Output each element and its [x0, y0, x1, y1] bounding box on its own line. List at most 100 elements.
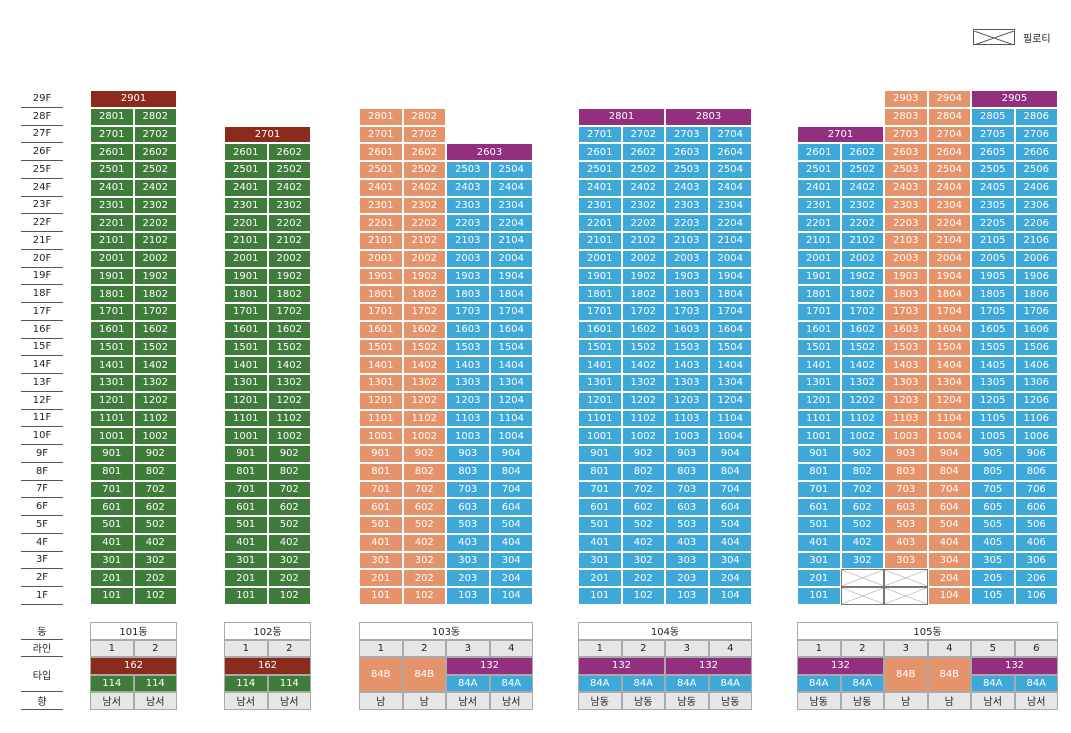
unit-cell[interactable]: 1805 [971, 285, 1015, 303]
unit-cell[interactable]: 2601 [797, 143, 841, 161]
unit-cell[interactable]: 1001 [578, 427, 622, 445]
unit-cell-merged[interactable]: 2803 [665, 107, 752, 126]
unit-cell[interactable]: 1603 [446, 320, 490, 339]
unit-cell[interactable]: 402 [133, 533, 177, 552]
unit-cell[interactable]: 504 [927, 516, 971, 534]
unit-cell[interactable]: 803 [665, 462, 709, 481]
unit-cell[interactable]: 1402 [267, 356, 311, 374]
unit-cell[interactable]: 1902 [840, 267, 884, 286]
unit-cell[interactable]: 2502 [621, 161, 665, 179]
unit-cell[interactable]: 1903 [665, 267, 709, 286]
unit-cell[interactable]: 403 [446, 533, 490, 552]
unit-cell[interactable]: 1403 [446, 356, 490, 374]
unit-cell[interactable]: 1901 [90, 267, 134, 286]
unit-cell[interactable]: 201 [578, 569, 622, 587]
unit-cell[interactable]: 701 [578, 480, 622, 499]
unit-cell[interactable]: 501 [797, 516, 841, 534]
unit-cell[interactable]: 1301 [90, 374, 134, 392]
unit-cell[interactable]: 2404 [708, 178, 752, 197]
unit-cell[interactable]: 2402 [267, 178, 311, 197]
unit-cell[interactable]: 604 [489, 498, 533, 516]
unit-cell[interactable]: 301 [90, 551, 134, 570]
unit-cell[interactable]: 1501 [90, 338, 134, 357]
unit-cell[interactable]: 1804 [927, 285, 971, 303]
unit-cell[interactable]: 1001 [90, 427, 134, 445]
unit-cell[interactable]: 2402 [402, 178, 446, 197]
unit-cell[interactable]: 202 [267, 569, 311, 587]
unit-cell[interactable]: 2401 [224, 178, 268, 197]
unit-cell[interactable]: 1405 [971, 356, 1015, 374]
unit-cell[interactable]: 2504 [708, 161, 752, 179]
unit-cell[interactable]: 1601 [224, 320, 268, 339]
unit-cell[interactable]: 1202 [267, 391, 311, 410]
unit-cell[interactable]: 1005 [971, 427, 1015, 445]
unit-cell[interactable]: 1001 [797, 427, 841, 445]
unit-cell[interactable]: 2701 [90, 125, 134, 144]
unit-cell[interactable]: 902 [621, 445, 665, 463]
unit-cell[interactable]: 1202 [621, 391, 665, 410]
unit-cell[interactable]: 805 [971, 462, 1015, 481]
unit-cell[interactable]: 2304 [927, 196, 971, 215]
unit-cell[interactable]: 802 [133, 462, 177, 481]
unit-cell[interactable]: 2101 [578, 232, 622, 250]
unit-cell[interactable]: 706 [1014, 480, 1058, 499]
unit-cell[interactable]: 1404 [489, 356, 533, 374]
unit-cell[interactable]: 1304 [927, 374, 971, 392]
unit-cell-merged[interactable]: 2701 [797, 125, 884, 144]
unit-cell[interactable]: 701 [90, 480, 134, 499]
unit-cell[interactable]: 502 [621, 516, 665, 534]
unit-cell[interactable]: 1102 [621, 409, 665, 428]
unit-cell[interactable]: 102 [267, 587, 311, 605]
unit-cell[interactable]: 2802 [402, 107, 446, 126]
unit-cell[interactable]: 2404 [927, 178, 971, 197]
unit-cell[interactable]: 2101 [224, 232, 268, 250]
unit-cell[interactable]: 801 [359, 462, 403, 481]
unit-cell[interactable]: 1404 [708, 356, 752, 374]
unit-cell[interactable]: 1801 [224, 285, 268, 303]
unit-cell[interactable]: 1504 [927, 338, 971, 357]
unit-cell[interactable]: 1203 [665, 391, 709, 410]
unit-cell[interactable]: 2106 [1014, 232, 1058, 250]
unit-cell[interactable]: 1802 [267, 285, 311, 303]
unit-cell[interactable]: 1302 [402, 374, 446, 392]
unit-cell[interactable]: 802 [402, 462, 446, 481]
unit-cell[interactable]: 2601 [359, 143, 403, 161]
unit-cell[interactable]: 702 [840, 480, 884, 499]
unit-cell[interactable]: 301 [578, 551, 622, 570]
unit-cell[interactable]: 803 [446, 462, 490, 481]
unit-cell[interactable]: 1201 [797, 391, 841, 410]
unit-cell[interactable]: 1403 [665, 356, 709, 374]
unit-cell[interactable]: 1301 [578, 374, 622, 392]
unit-cell[interactable]: 703 [884, 480, 928, 499]
unit-cell[interactable]: 2706 [1014, 125, 1058, 144]
unit-cell[interactable]: 702 [621, 480, 665, 499]
unit-cell[interactable]: 902 [402, 445, 446, 463]
unit-cell[interactable]: 2702 [402, 125, 446, 144]
unit-cell[interactable]: 302 [402, 551, 446, 570]
unit-cell[interactable]: 2104 [489, 232, 533, 250]
unit-cell[interactable]: 1604 [489, 320, 533, 339]
unit-cell[interactable]: 1304 [708, 374, 752, 392]
unit-cell[interactable]: 501 [578, 516, 622, 534]
unit-cell[interactable]: 1804 [489, 285, 533, 303]
unit-cell[interactable]: 204 [708, 569, 752, 587]
unit-cell[interactable]: 2002 [133, 249, 177, 268]
unit-cell[interactable]: 204 [489, 569, 533, 587]
unit-cell[interactable]: 1402 [133, 356, 177, 374]
unit-cell[interactable]: 1702 [402, 303, 446, 321]
unit-cell[interactable]: 2102 [133, 232, 177, 250]
unit-cell[interactable]: 1401 [90, 356, 134, 374]
unit-cell[interactable]: 2204 [708, 214, 752, 232]
unit-cell[interactable]: 1004 [927, 427, 971, 445]
unit-cell[interactable]: 2303 [665, 196, 709, 215]
unit-cell[interactable]: 2302 [267, 196, 311, 215]
unit-cell[interactable]: 2001 [797, 249, 841, 268]
unit-cell[interactable]: 1803 [665, 285, 709, 303]
unit-cell[interactable]: 2001 [90, 249, 134, 268]
unit-cell[interactable]: 2702 [621, 125, 665, 144]
unit-cell[interactable]: 2502 [402, 161, 446, 179]
unit-cell[interactable]: 2201 [90, 214, 134, 232]
unit-cell[interactable]: 402 [402, 533, 446, 552]
unit-cell[interactable]: 2304 [708, 196, 752, 215]
unit-cell[interactable]: 1406 [1014, 356, 1058, 374]
